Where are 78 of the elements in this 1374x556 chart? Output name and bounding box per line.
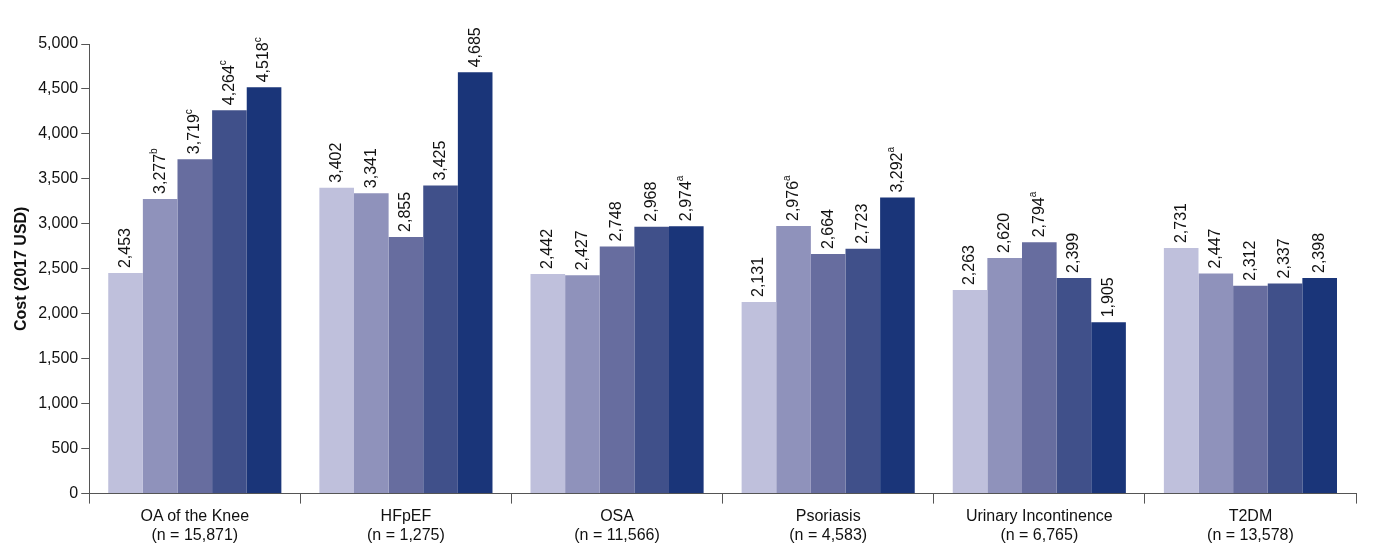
y-tick-label: 1,500: [38, 349, 79, 367]
data-label: 4,518c: [251, 37, 272, 83]
bar: [353, 193, 389, 494]
data-label: 4,264c: [217, 60, 237, 106]
y-tick-label: 2,500: [38, 259, 79, 277]
bar: [599, 246, 635, 494]
data-label: 2,620: [995, 212, 1013, 254]
x-tick-label: OSA (n = 11,566): [574, 506, 660, 543]
bar: [810, 254, 846, 494]
bar: [212, 110, 247, 494]
data-label: 2,337: [1275, 238, 1293, 279]
bar: [142, 198, 178, 494]
data-label: 4,685: [465, 27, 483, 68]
y-tick-label: 1,000: [38, 394, 79, 412]
x-tick-label: T2DM (n = 13,578): [1207, 506, 1294, 543]
bar: [530, 274, 566, 494]
data-label: 2,855: [396, 191, 414, 232]
bar: [776, 226, 811, 494]
data-label: 2,263: [960, 244, 978, 286]
bar: [1091, 322, 1126, 494]
bar: [1198, 273, 1234, 494]
bar: [1267, 283, 1303, 494]
y-tick-label: 500: [51, 439, 79, 457]
x-tick-label: Psoriasis (n = 4,583): [789, 506, 868, 543]
data-label: 2,447: [1206, 228, 1224, 269]
data-label: 2,399: [1064, 232, 1082, 273]
data-label: 2,664: [818, 208, 836, 250]
data-label: 2,976a: [781, 174, 801, 221]
bar: [423, 185, 458, 494]
y-tick-label: 5,000: [38, 34, 79, 52]
bar: [741, 301, 777, 494]
bar: [1233, 285, 1268, 494]
bar: [668, 226, 704, 494]
data-label: 2,968: [642, 181, 660, 222]
x-tick-label: OA of the Knee (n = 15,871): [140, 506, 250, 543]
x-tick-label: Urinary Incontinence (n = 6,765): [965, 506, 1113, 543]
y-axis-title: Cost (2017 USD): [12, 206, 30, 332]
bar: [952, 290, 988, 494]
data-label: 3,277b: [147, 147, 168, 194]
data-label: 2,731: [1171, 202, 1189, 244]
bar: [388, 236, 424, 494]
data-label: 3,402: [327, 142, 345, 183]
bar: [177, 159, 213, 494]
bar: [457, 72, 493, 494]
data-label: 2,442: [538, 228, 556, 270]
bar: [1302, 277, 1337, 494]
bar: [987, 258, 1022, 494]
y-tick-label: 3,000: [38, 214, 79, 232]
data-label: 2,794a: [1027, 191, 1047, 238]
bar: [634, 226, 669, 494]
data-label: 3,425: [430, 140, 448, 181]
bar: [880, 197, 915, 494]
data-label: 2,453: [115, 227, 133, 269]
bar: [1022, 242, 1057, 494]
y-tick-label: 0: [69, 484, 79, 502]
data-label: 3,341: [361, 148, 379, 189]
bar: [1056, 277, 1092, 494]
y-tick-label: 4,500: [38, 79, 79, 97]
bar: [565, 275, 600, 494]
data-label: 2,723: [853, 203, 871, 244]
bar: [108, 273, 143, 494]
data-label: 2,427: [572, 230, 590, 271]
y-tick-label: 2,000: [38, 304, 79, 322]
data-label: 3,292a: [885, 146, 905, 193]
data-label: 2,974a: [674, 175, 694, 222]
bar: [1163, 248, 1199, 494]
y-tick-label: 4,000: [38, 124, 79, 142]
bar: [246, 87, 282, 494]
data-label: 3,719c: [182, 109, 203, 155]
data-label: 2,312: [1240, 240, 1258, 281]
data-label: 2,748: [607, 201, 625, 242]
data-label: 1,905: [1098, 277, 1116, 318]
x-tick-label: HFpEF (n = 1,275): [367, 506, 445, 543]
y-tick-label: 3,500: [38, 169, 79, 187]
data-label: 2,131: [749, 256, 767, 297]
bar: [845, 248, 881, 494]
bar: [319, 187, 354, 494]
data-label: 2,398: [1310, 232, 1328, 273]
